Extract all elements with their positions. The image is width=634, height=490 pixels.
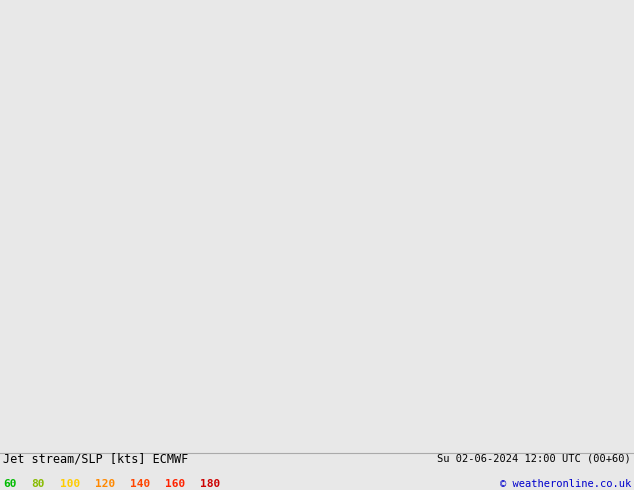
Text: 100: 100 <box>60 479 81 489</box>
Text: 80: 80 <box>32 479 45 489</box>
Text: 180: 180 <box>200 479 220 489</box>
Text: Jet stream/SLP [kts] ECMWF: Jet stream/SLP [kts] ECMWF <box>3 452 188 466</box>
Text: Su 02-06-2024 12:00 UTC (00+60): Su 02-06-2024 12:00 UTC (00+60) <box>437 454 631 464</box>
Text: 160: 160 <box>165 479 185 489</box>
Text: © weatheronline.co.uk: © weatheronline.co.uk <box>500 479 631 489</box>
Text: 60: 60 <box>3 479 16 489</box>
Text: 140: 140 <box>130 479 150 489</box>
Text: 120: 120 <box>95 479 115 489</box>
